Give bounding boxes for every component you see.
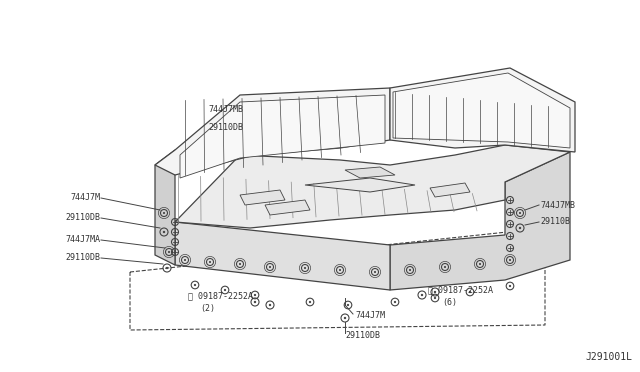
Circle shape [168, 251, 170, 253]
Text: 29110DB: 29110DB [65, 214, 100, 222]
Text: 29110DB: 29110DB [65, 253, 100, 263]
Circle shape [509, 285, 511, 287]
Polygon shape [155, 88, 390, 175]
Polygon shape [180, 95, 385, 178]
Text: 744J7M: 744J7M [70, 193, 100, 202]
Circle shape [347, 304, 349, 306]
Circle shape [239, 263, 241, 265]
Circle shape [479, 263, 481, 265]
Text: Ⓑ 09187-2252A: Ⓑ 09187-2252A [428, 285, 493, 295]
Polygon shape [345, 167, 395, 178]
Circle shape [519, 227, 521, 229]
Circle shape [269, 266, 271, 268]
Polygon shape [175, 222, 390, 290]
Text: 29110DB: 29110DB [208, 124, 243, 132]
Circle shape [304, 267, 306, 269]
Text: (2): (2) [200, 304, 215, 312]
Circle shape [163, 231, 165, 233]
Circle shape [163, 212, 165, 214]
Circle shape [519, 212, 521, 214]
Polygon shape [393, 73, 570, 148]
Circle shape [224, 289, 226, 291]
Circle shape [254, 294, 256, 296]
Circle shape [254, 301, 256, 303]
Circle shape [374, 271, 376, 273]
Circle shape [275, 140, 277, 142]
Text: 744J7MB: 744J7MB [540, 201, 575, 209]
Polygon shape [265, 200, 310, 215]
Text: (6): (6) [442, 298, 457, 307]
Polygon shape [175, 145, 570, 228]
Polygon shape [240, 190, 285, 205]
Circle shape [434, 291, 436, 293]
Circle shape [444, 266, 446, 268]
Polygon shape [390, 68, 575, 152]
Circle shape [434, 297, 436, 299]
Text: 744J7MA: 744J7MA [65, 235, 100, 244]
Text: 744J7MB: 744J7MB [208, 106, 243, 115]
Polygon shape [305, 178, 415, 192]
Circle shape [409, 269, 411, 271]
Circle shape [469, 291, 471, 293]
Circle shape [184, 259, 186, 261]
Text: 29110DB: 29110DB [345, 330, 380, 340]
Circle shape [209, 261, 211, 263]
Circle shape [509, 259, 511, 261]
Text: 744J7M: 744J7M [355, 311, 385, 321]
Circle shape [421, 294, 423, 296]
Circle shape [339, 269, 341, 271]
Circle shape [344, 317, 346, 319]
Circle shape [166, 267, 168, 269]
Polygon shape [390, 152, 570, 290]
Circle shape [394, 301, 396, 303]
Text: 29110B: 29110B [540, 218, 570, 227]
Circle shape [309, 301, 311, 303]
Text: J291001L: J291001L [585, 352, 632, 362]
Polygon shape [155, 150, 175, 265]
Circle shape [269, 304, 271, 306]
Polygon shape [430, 183, 470, 197]
Text: Ⓑ 09187-2252A: Ⓑ 09187-2252A [188, 292, 253, 301]
Circle shape [194, 284, 196, 286]
